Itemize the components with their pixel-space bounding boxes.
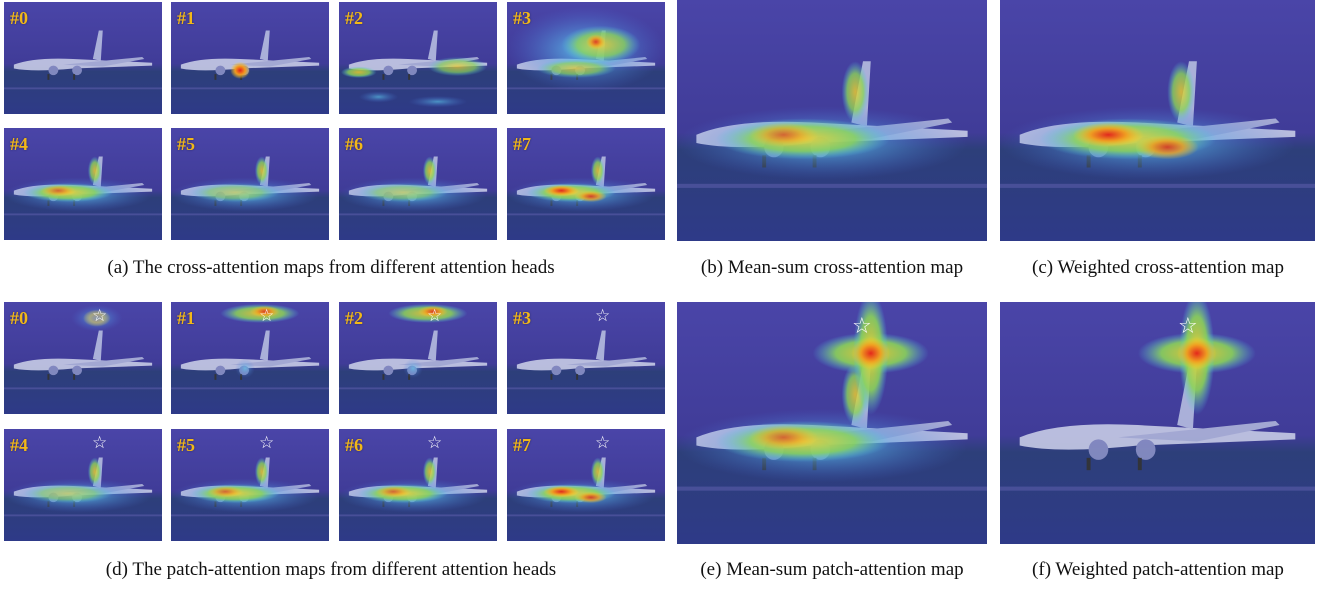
caption-c: (c) Weighted cross-attention map bbox=[994, 257, 1322, 279]
query-star-icon: ☆ bbox=[1178, 316, 1198, 338]
query-star-icon: ☆ bbox=[92, 435, 107, 452]
query-star-icon: ☆ bbox=[259, 308, 274, 325]
head-label: #3 bbox=[513, 8, 531, 29]
weighted-patch-attention-map: ☆ bbox=[1000, 302, 1315, 544]
patch-head-2: #2 ☆ bbox=[339, 302, 497, 414]
cross-head-3: #3 bbox=[507, 2, 665, 114]
patch-head-6: #6 ☆ bbox=[339, 429, 497, 541]
weighted-cross-attention-map bbox=[1000, 0, 1315, 241]
query-star-icon: ☆ bbox=[259, 435, 274, 452]
caption-a: (a) The cross-attention maps from differ… bbox=[0, 257, 662, 279]
cross-head-5: #5 bbox=[171, 128, 329, 240]
caption-b: (b) Mean-sum cross-attention map bbox=[666, 257, 998, 279]
query-star-icon: ☆ bbox=[852, 316, 872, 338]
head-label: #4 bbox=[10, 435, 28, 456]
caption-f: (f) Weighted patch-attention map bbox=[994, 559, 1322, 581]
head-label: #6 bbox=[345, 435, 363, 456]
patch-head-5: #5 ☆ bbox=[171, 429, 329, 541]
head-label: #2 bbox=[345, 308, 363, 329]
mean-sum-cross-attention-map bbox=[677, 0, 987, 241]
cross-head-4: #4 bbox=[4, 128, 162, 240]
patch-head-4: #4 ☆ bbox=[4, 429, 162, 541]
head-label: #2 bbox=[345, 8, 363, 29]
cross-head-2: #2 bbox=[339, 2, 497, 114]
head-label: #4 bbox=[10, 134, 28, 155]
cross-head-6: #6 bbox=[339, 128, 497, 240]
query-star-icon: ☆ bbox=[595, 435, 610, 452]
patch-head-1: #1 ☆ bbox=[171, 302, 329, 414]
head-label: #0 bbox=[10, 308, 28, 329]
head-label: #0 bbox=[10, 8, 28, 29]
head-label: #6 bbox=[345, 134, 363, 155]
mean-sum-patch-attention-map: ☆ bbox=[677, 302, 987, 544]
caption-e: (e) Mean-sum patch-attention map bbox=[666, 559, 998, 581]
patch-head-0: #0 ☆ bbox=[4, 302, 162, 414]
patch-head-3: #3 ☆ bbox=[507, 302, 665, 414]
patch-head-7: #7 ☆ bbox=[507, 429, 665, 541]
head-label: #5 bbox=[177, 435, 195, 456]
head-label: #7 bbox=[513, 134, 531, 155]
head-label: #1 bbox=[177, 8, 195, 29]
query-star-icon: ☆ bbox=[595, 308, 610, 325]
query-star-icon: ☆ bbox=[92, 308, 107, 325]
head-label: #3 bbox=[513, 308, 531, 329]
cross-head-0: #0 bbox=[4, 2, 162, 114]
caption-d: (d) The patch-attention maps from differ… bbox=[0, 559, 662, 581]
query-star-icon: ☆ bbox=[427, 308, 442, 325]
query-star-icon: ☆ bbox=[427, 435, 442, 452]
head-label: #7 bbox=[513, 435, 531, 456]
head-label: #5 bbox=[177, 134, 195, 155]
cross-head-1: #1 bbox=[171, 2, 329, 114]
head-label: #1 bbox=[177, 308, 195, 329]
cross-head-7: #7 bbox=[507, 128, 665, 240]
